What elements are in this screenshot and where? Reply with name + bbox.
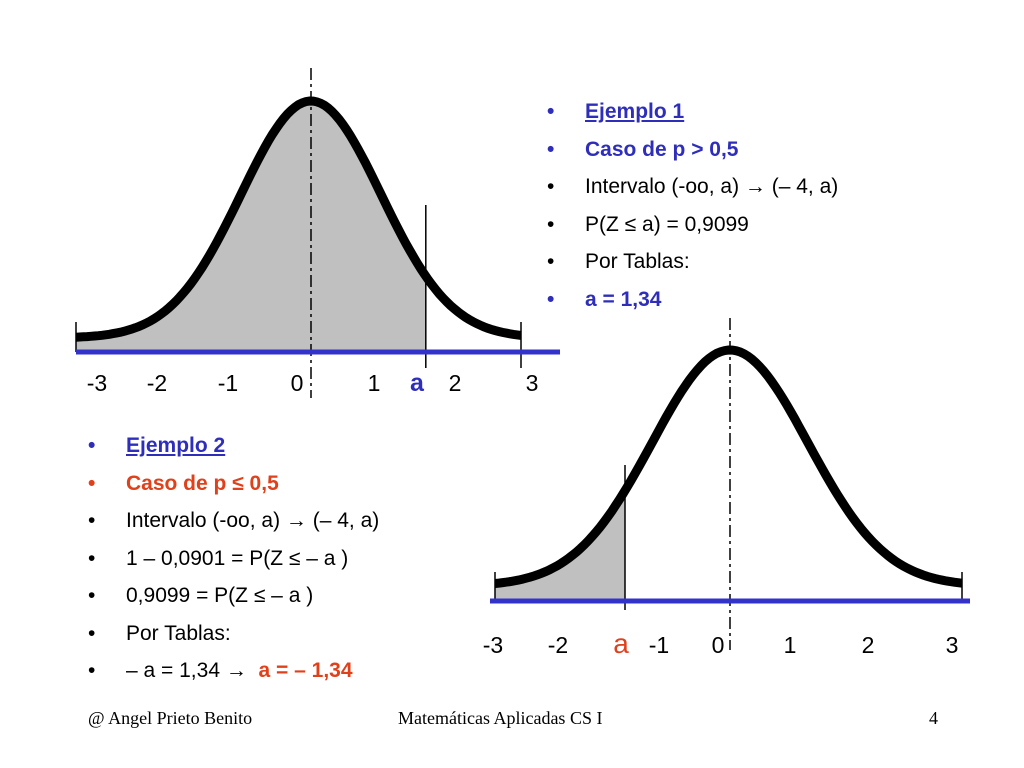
example-2-result: – a = 1,34 → a = – 1,34 (88, 652, 379, 690)
tick-label: 0 (711, 632, 725, 658)
tick-label: 2 (861, 632, 875, 658)
example-2-interval: Intervalo (-oo, a) → (– 4, a) (88, 502, 379, 540)
example-1-title: Ejemplo 1 (547, 93, 838, 131)
example-1-tables: Por Tablas: (547, 243, 838, 281)
example-2-title: Ejemplo 2 (88, 427, 379, 465)
footer-page-number: 4 (929, 708, 938, 728)
bell-curve-example-1 (75, 96, 522, 342)
tick-label: 0 (290, 370, 304, 396)
tick-label: 3 (945, 632, 959, 658)
tick-label: 1 (783, 632, 797, 658)
example-1-case: Caso de p > 0,5 (547, 131, 838, 169)
tick-label: -3 (482, 632, 504, 658)
example-1-probability: P(Z ≤ a) = 0,9099 (547, 206, 838, 244)
tick-label-a: a (613, 628, 629, 659)
example-1-result: a = 1,34 (547, 281, 838, 319)
tick-label-a: a (410, 369, 424, 397)
example-2-complement: 1 – 0,0901 = P(Z ≤ – a ) (88, 540, 379, 578)
tick-label: 3 (525, 370, 539, 396)
tick-label: 1 (367, 370, 381, 396)
example-2-case: Caso de p ≤ 0,5 (88, 465, 379, 503)
footer-course: Matemáticas Aplicadas CS I (398, 708, 603, 728)
shaded-area-example-1 (76, 101, 426, 352)
example-2-probability: 0,9099 = P(Z ≤ – a ) (88, 577, 379, 615)
tick-label: -1 (217, 370, 239, 396)
tick-label: -3 (86, 370, 108, 396)
example-1-bullets: Ejemplo 1 Caso de p > 0,5 Intervalo (-oo… (547, 93, 838, 318)
example-1-interval: Intervalo (-oo, a) → (– 4, a) (547, 168, 838, 206)
footer-author: @ Angel Prieto Benito (88, 708, 253, 728)
tick-label: 2 (448, 370, 462, 396)
bell-curve-example-2 (494, 345, 963, 588)
tick-label: -2 (146, 370, 168, 396)
tick-label: -2 (547, 632, 569, 658)
example-2-bullets: Ejemplo 2 Caso de p ≤ 0,5 Intervalo (-oo… (88, 427, 379, 690)
tick-label: -1 (648, 632, 670, 658)
example-2-tables: Por Tablas: (88, 615, 379, 653)
shaded-area-example-2 (495, 490, 625, 601)
